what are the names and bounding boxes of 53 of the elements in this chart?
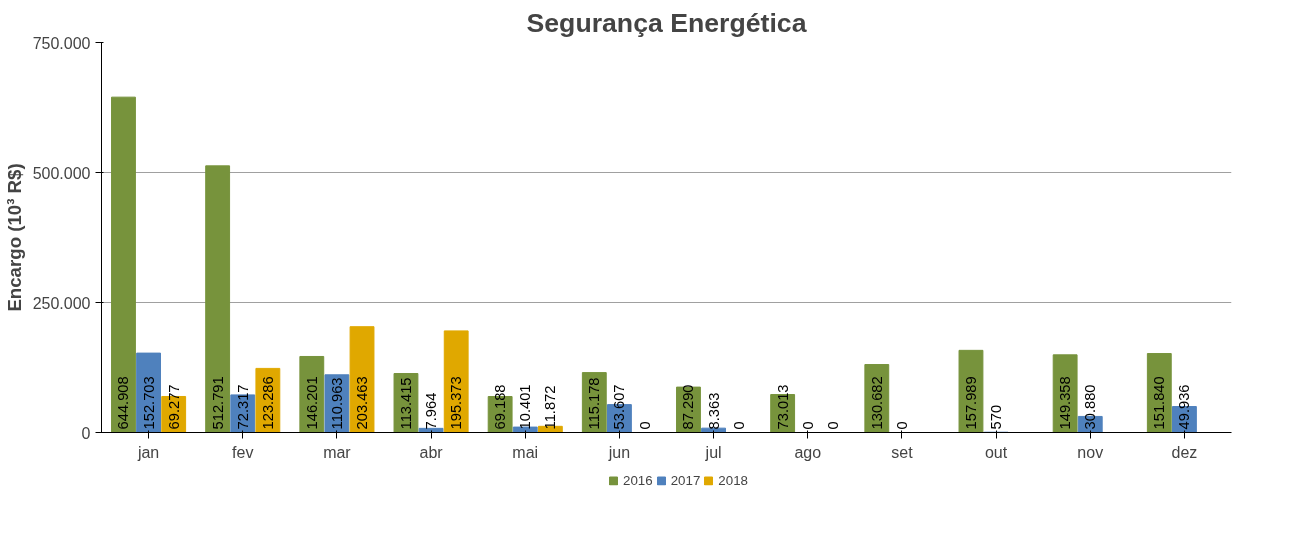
data-label: 130.682 [868,376,885,430]
x-tick-label: ago [794,443,822,461]
data-label: 72.317 [234,384,251,430]
y-tick-label: 500.000 [32,164,91,182]
legend-label: 2017 [670,472,701,488]
data-label: 203.463 [354,376,371,430]
x-tick-label: set [891,443,914,461]
data-label: 151.840 [1151,376,1168,430]
data-label: 87.290 [680,384,697,430]
data-label: 0 [824,421,841,430]
x-tick-label: abr [419,443,444,461]
data-label: 0 [799,421,816,430]
chart-title: Segurança Energética [526,7,807,38]
data-label: 113.415 [397,377,414,430]
x-tick-label: mai [512,443,539,461]
x-tick-label: jun [607,443,631,461]
data-label: 69.277 [165,384,182,430]
data-label: 73.013 [774,384,791,430]
data-label: 149.358 [1057,376,1074,430]
legend-label: 2018 [718,472,748,488]
y-axis-title: Encargo (10³ R$) [3,163,25,312]
x-tick-label: mar [323,443,352,461]
data-label: 10.401 [517,384,534,430]
y-tick-label: 250.000 [32,294,91,312]
data-label: 512.791 [209,376,226,430]
data-label: 152.703 [140,376,157,430]
legend-label: 2016 [623,472,653,488]
data-label: 195.373 [448,376,465,430]
x-tick-label: jul [704,443,722,461]
x-tick-label: jan [136,443,160,461]
x-tick-label: out [984,443,1008,461]
data-label: 123.286 [259,376,276,430]
data-label: 146.201 [303,376,320,430]
data-label: 8.363 [705,392,722,430]
data-label: 0 [730,421,747,430]
y-tick-label: 0 [81,424,91,442]
x-tick-label: nov [1077,443,1104,461]
data-label: 7.964 [423,392,440,430]
data-label: 570 [988,404,1005,430]
data-label: 30.880 [1082,384,1099,430]
data-label: 115.178 [586,377,603,430]
data-label: 0 [893,421,910,430]
data-label: 110.963 [328,377,345,430]
data-label: 157.989 [962,376,979,430]
data-label: 53.607 [611,384,628,430]
data-label: 0 [636,421,653,430]
data-label: 644.908 [115,376,132,430]
data-label: 11.872 [542,385,559,430]
x-tick-label: fev [232,443,254,461]
y-tick-label: 750.000 [32,34,91,52]
data-label: 49.936 [1176,384,1193,430]
data-label: 69.188 [492,384,509,430]
x-tick-label: dez [1171,443,1198,461]
